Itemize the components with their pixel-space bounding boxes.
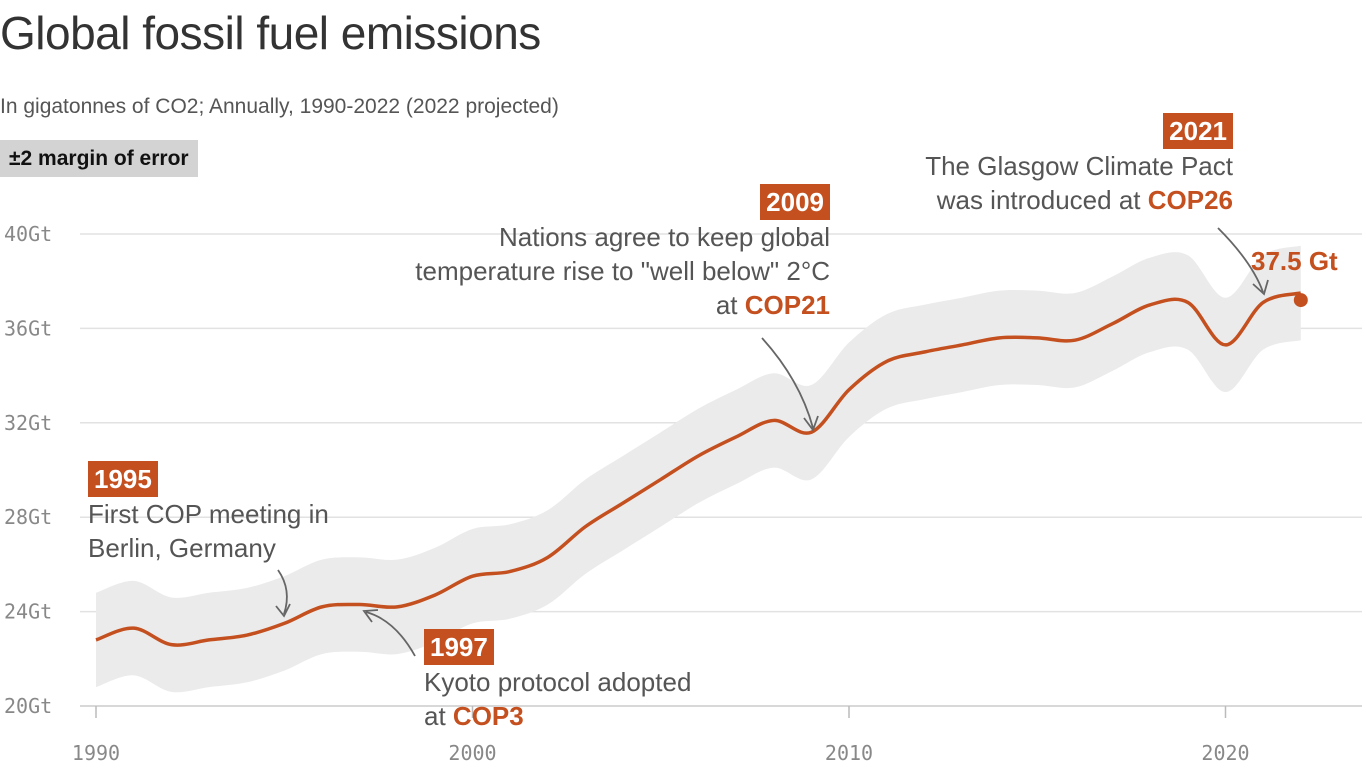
x-tick-label: 1990 — [72, 741, 120, 765]
x-tick-label: 2010 — [825, 741, 873, 765]
y-tick-label: 20Gt — [4, 694, 52, 718]
year-badge: 1995 — [88, 461, 158, 497]
arrow-2009 — [761, 337, 819, 432]
y-tick-label: 32Gt — [4, 411, 52, 435]
year-badge: 2009 — [760, 184, 830, 220]
annotation-text: at — [424, 701, 453, 731]
error-band — [96, 245, 1301, 693]
annotation-text: Berlin, Germany — [88, 533, 276, 563]
annotation-text: temperature rise to "well below" 2°C — [415, 256, 830, 286]
year-badge: 1997 — [424, 629, 494, 665]
subtitle: In gigatonnes of CO2; Annually, 1990-202… — [0, 95, 559, 118]
annotation-arrows — [275, 227, 1269, 657]
arrow-1995 — [275, 569, 291, 618]
annotation-text: at — [715, 290, 745, 320]
projected-point — [1293, 293, 1308, 308]
annotation-text: was introduced at — [936, 185, 1148, 215]
annotation-2009: 2009 Nations agree to keep global temper… — [415, 184, 830, 322]
annotation-text: Nations agree to keep global — [498, 222, 830, 252]
year-badge: 2021 — [1163, 113, 1233, 149]
annotation-highlight: COP3 — [452, 701, 524, 731]
annotation-highlight: COP26 — [1147, 185, 1233, 215]
y-tick-label: 24Gt — [4, 600, 52, 624]
x-tick-label: 2000 — [448, 741, 496, 765]
legend-margin-of-error: ±2 margin of error — [0, 140, 198, 177]
annotation-1997: 1997 Kyoto protocol adopted at COP3 — [424, 629, 691, 733]
y-tick-label: 28Gt — [4, 505, 52, 529]
annotation-text: First COP meeting in — [88, 499, 329, 529]
page-title: Global fossil fuel emissions — [0, 7, 541, 59]
y-tick-label: 40Gt — [4, 222, 52, 246]
y-tick-label: 36Gt — [4, 316, 52, 340]
x-tick-label: 2020 — [1201, 741, 1249, 765]
annotation-1995: 1995 First COP meeting in Berlin, German… — [88, 461, 329, 565]
end-value-label: 37.5 Gt — [1251, 246, 1338, 276]
arrow-1997 — [362, 609, 416, 657]
annotation-2021: 2021 The Glasgow Climate Pact was introd… — [925, 113, 1233, 217]
emissions-line — [95, 291, 1302, 647]
arrow-2021 — [1217, 227, 1269, 296]
annotation-text: Kyoto protocol adopted — [424, 667, 692, 697]
annotation-text: The Glasgow Climate Pact — [925, 151, 1233, 181]
annotation-highlight: COP21 — [744, 290, 830, 320]
